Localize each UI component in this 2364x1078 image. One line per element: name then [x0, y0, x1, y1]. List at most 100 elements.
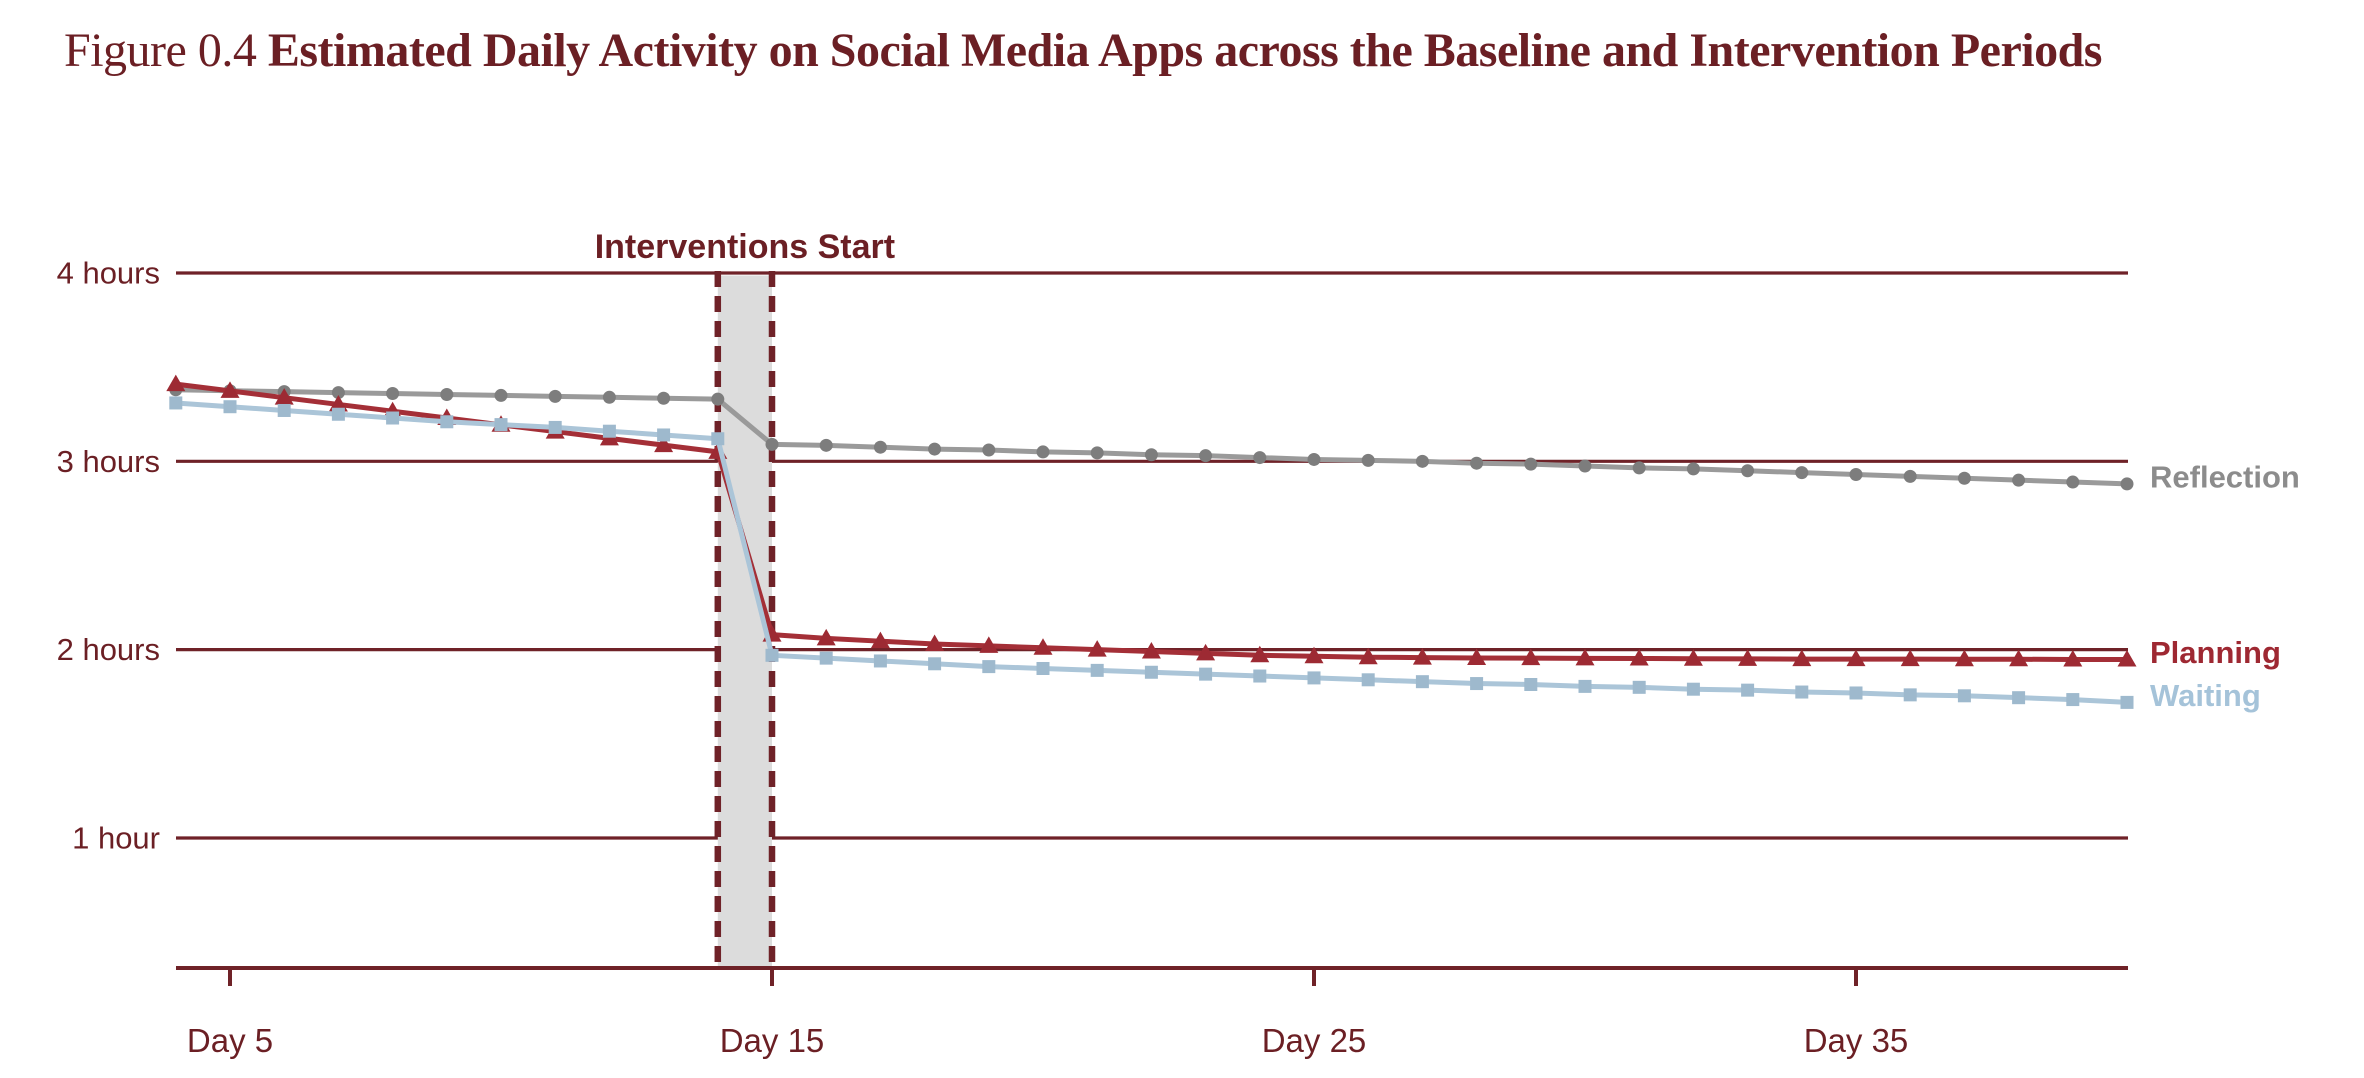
marker-square-waiting [819, 651, 833, 665]
marker-circle-reflection [982, 443, 996, 457]
marker-square-waiting [386, 411, 400, 425]
y-axis-label: 2 hours [57, 632, 160, 667]
marker-square-waiting [1036, 661, 1050, 675]
marker-circle-reflection [602, 390, 616, 404]
series-line-reflection [173, 387, 2130, 487]
marker-square-waiting [657, 428, 671, 442]
marker-square-waiting [548, 420, 562, 434]
series-line-planning [173, 381, 2130, 662]
marker-square-waiting [169, 396, 183, 410]
marker-circle-reflection [1253, 451, 1267, 465]
x-axis-label: Day 25 [1262, 1022, 1367, 1059]
marker-circle-reflection [1632, 461, 1646, 475]
marker-square-waiting [1524, 678, 1538, 692]
marker-circle-reflection [819, 438, 833, 452]
marker-triangle-planning [1900, 649, 1920, 667]
marker-triangle-planning [816, 628, 836, 646]
figure-title-text: Estimated Daily Activity on Social Media… [267, 24, 2103, 77]
marker-triangle-planning [1250, 645, 1270, 663]
marker-circle-reflection [1361, 453, 1375, 467]
marker-square-waiting [1144, 665, 1158, 679]
marker-circle-reflection [331, 386, 345, 400]
marker-triangle-planning [925, 634, 945, 652]
marker-circle-reflection [1903, 469, 1917, 483]
marker-square-waiting [1903, 688, 1917, 702]
marker-triangle-planning [1141, 642, 1161, 659]
marker-circle-reflection [1415, 454, 1429, 468]
marker-circle-reflection [1524, 457, 1538, 471]
x-axis-label: Day 5 [187, 1022, 273, 1059]
marker-circle-reflection [2120, 477, 2134, 491]
marker-triangle-planning [1412, 648, 1432, 665]
marker-triangle-planning [1521, 648, 1541, 666]
marker-circle-reflection [873, 440, 887, 454]
marker-triangle-planning [1683, 649, 1703, 666]
marker-square-waiting [1199, 667, 1213, 681]
marker-triangle-planning [654, 435, 674, 453]
marker-triangle-planning [1467, 648, 1487, 665]
marker-triangle-planning [2009, 649, 2029, 667]
marker-square-waiting [982, 660, 996, 674]
marker-triangle-planning [2117, 649, 2137, 667]
marker-circle-reflection [1090, 446, 1104, 460]
marker-circle-reflection [765, 437, 779, 451]
marker-triangle-planning [1196, 643, 1216, 661]
marker-circle-reflection [657, 391, 671, 405]
marker-triangle-planning [1629, 649, 1649, 666]
marker-square-waiting [873, 654, 887, 668]
series-label-waiting: Waiting [2150, 678, 2261, 713]
marker-circle-reflection [1849, 468, 1863, 482]
marker-square-waiting [1470, 677, 1484, 691]
series-label-reflection: Reflection [2150, 459, 2300, 494]
marker-square-waiting [331, 407, 345, 421]
marker-circle-reflection [1470, 456, 1484, 470]
marker-triangle-planning [1954, 649, 1974, 667]
marker-triangle-planning [1087, 640, 1107, 657]
marker-circle-reflection [1686, 462, 1700, 476]
intervention-annotation-label: Interventions Start [595, 228, 895, 266]
marker-square-waiting [1090, 663, 1104, 677]
marker-triangle-planning [1304, 646, 1324, 664]
marker-circle-reflection [1036, 445, 1050, 459]
marker-square-waiting [1361, 673, 1375, 687]
marker-circle-reflection [440, 387, 454, 401]
marker-square-waiting [223, 400, 237, 414]
marker-circle-reflection [494, 388, 508, 402]
marker-square-waiting [1795, 685, 1809, 699]
marker-circle-reflection [386, 387, 400, 401]
marker-circle-reflection [928, 442, 942, 456]
marker-circle-reflection [2066, 475, 2080, 489]
series-label-planning: Planning [2150, 635, 2281, 670]
x-axis-label: Day 35 [1804, 1022, 1909, 1059]
figure-title: Figure 0.4 Estimated Daily Activity on S… [64, 20, 2214, 82]
marker-square-waiting [2066, 693, 2080, 707]
marker-circle-reflection [1795, 466, 1809, 480]
marker-triangle-planning [2063, 649, 2083, 667]
marker-square-waiting [1849, 686, 1863, 700]
marker-square-waiting [440, 415, 454, 429]
marker-square-waiting [928, 657, 942, 671]
marker-square-waiting [765, 648, 779, 662]
marker-square-waiting [1957, 689, 1971, 703]
marker-square-waiting [2012, 691, 2026, 705]
marker-square-waiting [1578, 679, 1592, 693]
marker-square-waiting [1686, 682, 1700, 696]
y-axis-label: 3 hours [57, 444, 160, 479]
marker-square-waiting [1307, 671, 1321, 685]
marker-circle-reflection [711, 392, 725, 406]
marker-circle-reflection [1144, 448, 1158, 462]
marker-square-waiting [1741, 683, 1755, 697]
marker-square-waiting [711, 432, 725, 446]
marker-square-waiting [2120, 695, 2134, 709]
marker-square-waiting [602, 424, 616, 438]
y-axis-label: 4 hours [57, 256, 160, 291]
marker-circle-reflection [1957, 471, 1971, 485]
marker-square-waiting [1253, 669, 1267, 683]
marker-triangle-planning [1792, 649, 1812, 667]
marker-triangle-planning [328, 394, 348, 412]
marker-square-waiting [1415, 675, 1429, 689]
marker-circle-reflection [1307, 452, 1321, 466]
marker-triangle-planning [274, 388, 294, 405]
marker-square-waiting [1632, 680, 1646, 694]
